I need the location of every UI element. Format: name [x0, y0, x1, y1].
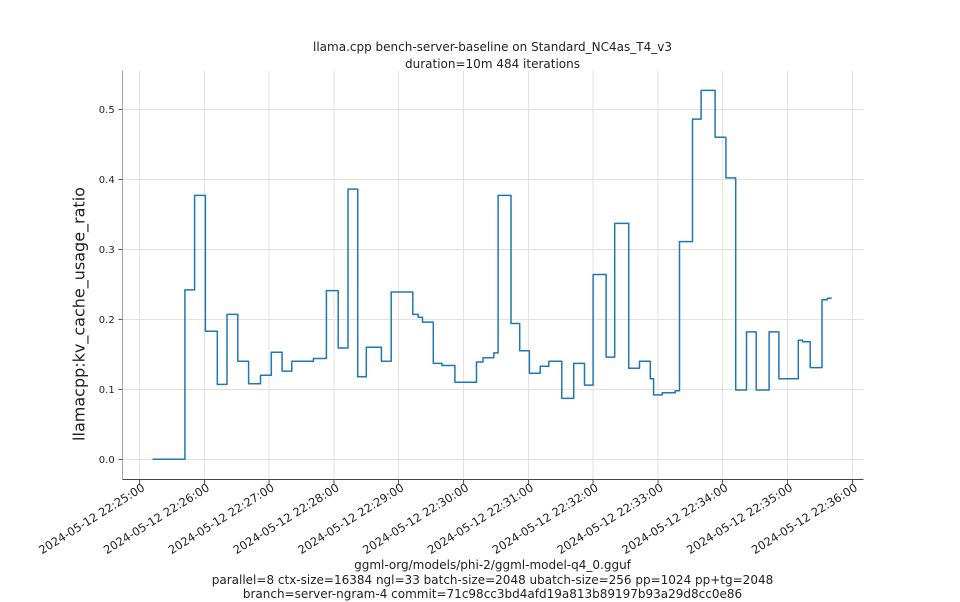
- y-tick-label: 0.2: [99, 315, 115, 326]
- chart-subtitle: duration=10m 484 iterations: [405, 56, 580, 71]
- y-tick-label: 0.3: [99, 245, 115, 256]
- x-tick-label: 2024-05-12 22:36:00: [749, 480, 860, 557]
- y-tick-label: 0.0: [99, 455, 115, 466]
- y-tick-label: 0.5: [99, 105, 115, 116]
- x-tick-label: 2024-05-12 22:31:00: [425, 480, 536, 557]
- x-tick-label: 2024-05-12 22:32:00: [490, 480, 601, 557]
- caption-params: parallel=8 ctx-size=16384 ngl=33 batch-s…: [211, 572, 774, 587]
- chart-title-block: llama.cpp bench-server-baseline on Stand…: [122, 39, 863, 72]
- x-tick-label: 2024-05-12 22:33:00: [554, 480, 665, 557]
- x-tick-label: 2024-05-12 22:34:00: [619, 480, 730, 557]
- y-tick-label: 0.4: [99, 175, 115, 186]
- x-tick-label: 2024-05-12 22:28:00: [231, 480, 342, 557]
- y-tick-label: 0.1: [99, 385, 115, 396]
- caption-branch: branch=server-ngram-4 commit=71c98cc3bd4…: [242, 587, 743, 602]
- y-axis-label: llamacpp:kv_cache_usage_ratio: [69, 187, 89, 441]
- chart-caption-block: ggml-org/models/phi-2/ggml-model-q4_0.gg…: [122, 558, 863, 602]
- x-tick-label: 2024-05-12 22:29:00: [295, 480, 406, 557]
- x-tick-label: 2024-05-12 22:26:00: [101, 480, 212, 557]
- caption-model: ggml-org/models/phi-2/ggml-model-q4_0.gg…: [354, 558, 631, 572]
- chart-title: llama.cpp bench-server-baseline on Stand…: [313, 40, 672, 54]
- x-tick-label: 2024-05-12 22:30:00: [360, 480, 471, 557]
- data-line: [152, 89, 832, 461]
- x-tick-label: 2024-05-12 22:25:00: [36, 480, 147, 557]
- x-tick-label: 2024-05-12 22:27:00: [166, 480, 277, 557]
- x-tick-label: 2024-05-12 22:35:00: [684, 480, 795, 557]
